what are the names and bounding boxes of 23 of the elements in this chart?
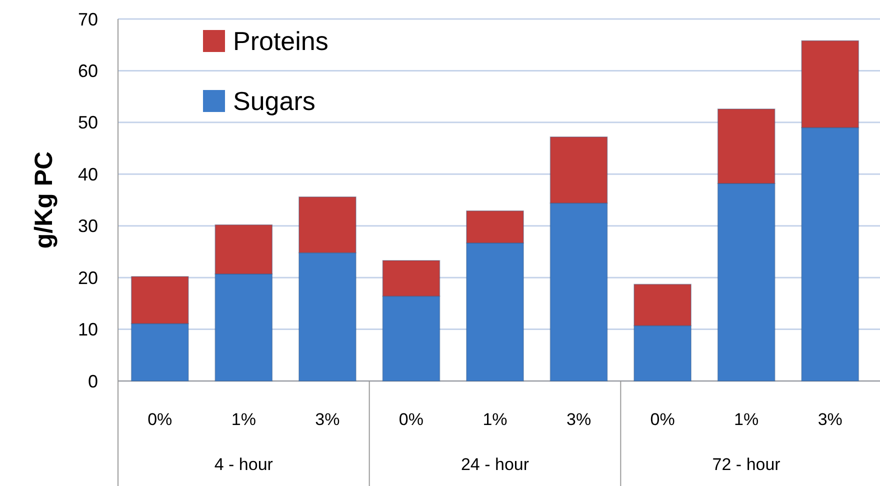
x-tick-label: 3% [566,410,592,429]
legend-label: Sugars [233,86,316,116]
y-tick-label: 20 [78,268,98,288]
text: 24 - hour [460,455,530,474]
y-tick-label: 70 [78,9,98,30]
y-tick-label: 60 [78,61,98,82]
y-tick-label: 10 [78,320,98,340]
y-tick-label: 0 [88,371,98,392]
x-tick-label: 1% [231,410,256,429]
x-tick-label: 0% [398,410,424,429]
x-tick-label: 1% [482,410,508,429]
x-tick-label: 3% [818,410,842,429]
legend-label: Proteins [233,26,328,56]
x-tick-label: 0% [650,410,675,429]
text: 72 - hour [712,455,781,474]
x-tick-label: 0% [148,410,172,429]
text: 4 - hour [214,455,274,474]
y-axis-title: g/Kg PC [30,151,58,249]
x-tick-label: 1% [734,410,759,429]
y-tick-label: 50 [78,112,98,133]
y-tick-label: 40 [78,164,98,184]
x-tick-label: 3% [315,410,340,429]
y-tick-label: 30 [78,216,98,236]
